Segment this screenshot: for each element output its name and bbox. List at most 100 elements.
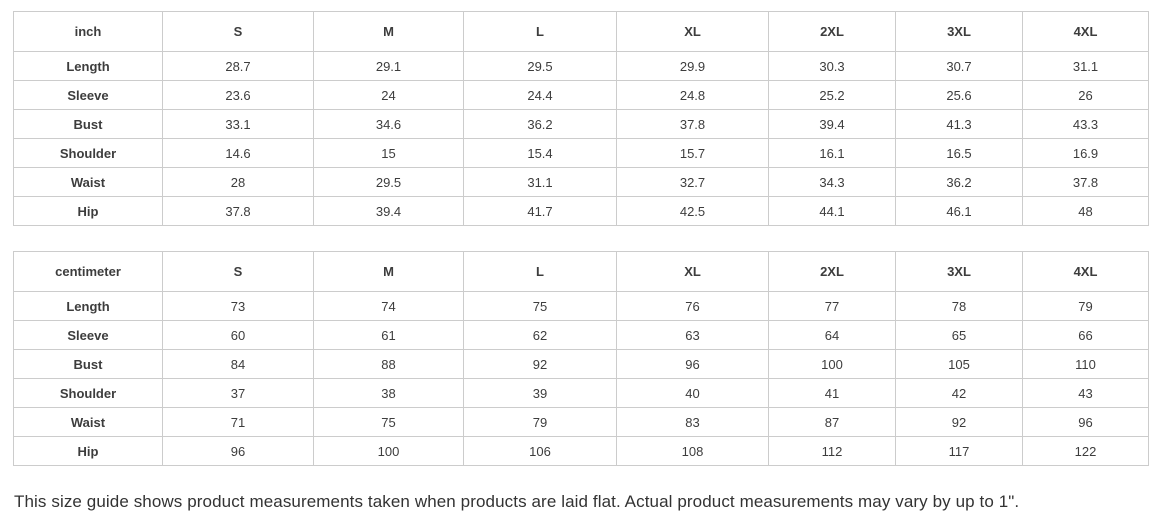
measurement-value-cell: 73 [162, 291, 314, 321]
measurement-value-cell: 24.4 [463, 80, 617, 110]
measurement-value-cell: 16.5 [895, 138, 1023, 168]
measurement-label-cell: Waist [13, 167, 163, 197]
measurement-value-cell: 37.8 [616, 109, 769, 139]
size-header-cell: L [463, 11, 617, 52]
size-header-cell: XL [616, 11, 769, 52]
size-guide-note: This size guide shows product measuremen… [14, 492, 1020, 511]
size-header-cell: 3XL [895, 251, 1023, 292]
measurement-value-cell: 78 [895, 291, 1023, 321]
measurement-value-cell: 117 [895, 436, 1023, 466]
measurement-label-cell: Shoulder [13, 378, 163, 408]
size-table-section-inch: inch S M L XL 2XL 3XL 4XL Length 28.7 29.1 29.5 29.9… [13, 11, 1171, 226]
measurement-value-cell: 96 [1022, 407, 1149, 437]
size-header-cell: S [162, 251, 314, 292]
measurement-value-cell: 30.3 [768, 51, 896, 81]
size-table: centimeter S M L XL 2XL 3XL 4XL Length 73 74 75 76 77… [13, 251, 1149, 466]
measurement-label-cell: Bust [13, 349, 163, 379]
measurement-value-cell: 29.9 [616, 51, 769, 81]
measurement-value-cell: 74 [313, 291, 464, 321]
measurement-value-cell: 83 [616, 407, 769, 437]
measurement-value-cell: 36.2 [463, 109, 617, 139]
measurement-value-cell: 37.8 [162, 196, 314, 226]
table-row: Bust 33.1 34.6 36.2 37.8 39.4 41.3 43.3 [13, 109, 1149, 139]
measurement-value-cell: 37 [162, 378, 314, 408]
size-header-cell: L [463, 251, 617, 292]
measurement-value-cell: 112 [768, 436, 896, 466]
size-header-cell: XL [616, 251, 769, 292]
table-row: Length 28.7 29.1 29.5 29.9 30.3 30.7 31.1 [13, 51, 1149, 81]
measurement-value-cell: 92 [463, 349, 617, 379]
measurement-value-cell: 31.1 [1022, 51, 1149, 81]
measurement-label-cell: Hip [13, 196, 163, 226]
measurement-value-cell: 15.4 [463, 138, 617, 168]
measurement-value-cell: 61 [313, 320, 464, 350]
measurement-label-cell: Waist [13, 407, 163, 437]
measurement-value-cell: 79 [1022, 291, 1149, 321]
measurement-value-cell: 122 [1022, 436, 1149, 466]
measurement-value-cell: 15 [313, 138, 464, 168]
measurement-label-cell: Length [13, 51, 163, 81]
measurement-value-cell: 28.7 [162, 51, 314, 81]
size-header-cell: 4XL [1022, 11, 1149, 52]
measurement-value-cell: 44.1 [768, 196, 896, 226]
measurement-value-cell: 106 [463, 436, 617, 466]
unit-header-cell: centimeter [13, 251, 163, 292]
measurement-value-cell: 77 [768, 291, 896, 321]
measurement-value-cell: 29.5 [313, 167, 464, 197]
measurement-value-cell: 37.8 [1022, 167, 1149, 197]
measurement-value-cell: 92 [895, 407, 1023, 437]
measurement-value-cell: 43.3 [1022, 109, 1149, 139]
measurement-value-cell: 87 [768, 407, 896, 437]
measurement-value-cell: 108 [616, 436, 769, 466]
measurement-value-cell: 34.3 [768, 167, 896, 197]
measurement-value-cell: 38 [313, 378, 464, 408]
size-guide: inch S M L XL 2XL 3XL 4XL Length 28.7 29.1 29.5 29.9… [13, 11, 1171, 511]
table-gap [13, 226, 1171, 251]
measurement-value-cell: 96 [162, 436, 314, 466]
measurement-label-cell: Hip [13, 436, 163, 466]
measurement-value-cell: 28 [162, 167, 314, 197]
measurement-value-cell: 16.9 [1022, 138, 1149, 168]
measurement-value-cell: 24.8 [616, 80, 769, 110]
header-row: centimeter S M L XL 2XL 3XL 4XL [13, 251, 1149, 292]
measurement-value-cell: 25.2 [768, 80, 896, 110]
measurement-value-cell: 41.7 [463, 196, 617, 226]
measurement-value-cell: 65 [895, 320, 1023, 350]
measurement-value-cell: 79 [463, 407, 617, 437]
table-row: Sleeve 60 61 62 63 64 65 66 [13, 320, 1149, 350]
unit-header-cell: inch [13, 11, 163, 52]
table-row: Hip 96 100 106 108 112 117 122 [13, 436, 1149, 466]
table-row: Shoulder 37 38 39 40 41 42 43 [13, 378, 1149, 408]
table-row: Waist 28 29.5 31.1 32.7 34.3 36.2 37.8 [13, 167, 1149, 197]
measurement-label-cell: Sleeve [13, 320, 163, 350]
measurement-label-cell: Sleeve [13, 80, 163, 110]
measurement-label-cell: Bust [13, 109, 163, 139]
measurement-value-cell: 75 [463, 291, 617, 321]
measurement-value-cell: 15.7 [616, 138, 769, 168]
size-header-cell: 2XL [768, 251, 896, 292]
header-row: inch S M L XL 2XL 3XL 4XL [13, 11, 1149, 52]
measurement-value-cell: 75 [313, 407, 464, 437]
measurement-value-cell: 62 [463, 320, 617, 350]
measurement-value-cell: 110 [1022, 349, 1149, 379]
size-table-section-centimeter: centimeter S M L XL 2XL 3XL 4XL Length 73 74 75 76 77… [13, 251, 1171, 466]
size-table: inch S M L XL 2XL 3XL 4XL Length 28.7 29.1 29.5 29.9… [13, 11, 1149, 226]
measurement-value-cell: 29.5 [463, 51, 617, 81]
measurement-value-cell: 84 [162, 349, 314, 379]
measurement-value-cell: 30.7 [895, 51, 1023, 81]
measurement-value-cell: 64 [768, 320, 896, 350]
measurement-value-cell: 96 [616, 349, 769, 379]
measurement-value-cell: 39.4 [768, 109, 896, 139]
size-header-cell: 4XL [1022, 251, 1149, 292]
table-row: Hip 37.8 39.4 41.7 42.5 44.1 46.1 48 [13, 196, 1149, 226]
measurement-value-cell: 23.6 [162, 80, 314, 110]
measurement-value-cell: 24 [313, 80, 464, 110]
size-header-cell: M [313, 11, 464, 52]
measurement-value-cell: 31.1 [463, 167, 617, 197]
size-header-cell: S [162, 11, 314, 52]
table-row: Waist 71 75 79 83 87 92 96 [13, 407, 1149, 437]
size-header-cell: M [313, 251, 464, 292]
measurement-value-cell: 39 [463, 378, 617, 408]
table-row: Bust 84 88 92 96 100 105 110 [13, 349, 1149, 379]
measurement-value-cell: 100 [313, 436, 464, 466]
